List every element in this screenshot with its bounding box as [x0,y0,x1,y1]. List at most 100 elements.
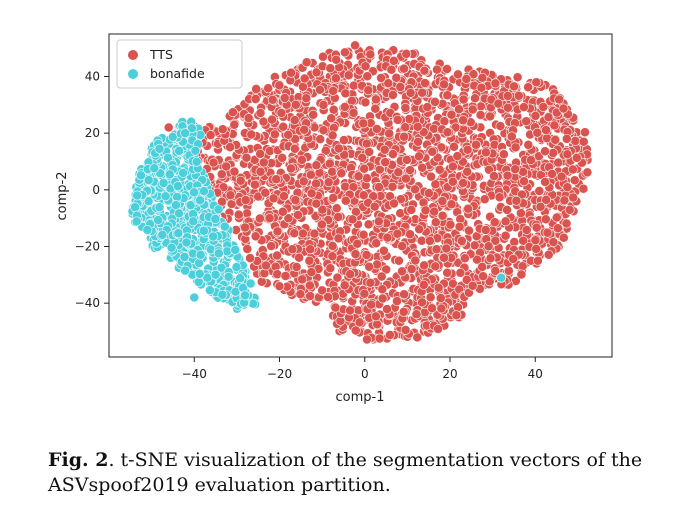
point-tts [290,99,301,110]
point-bonafide [131,216,142,227]
point-tts [470,93,480,104]
point-tts [538,102,549,112]
point-tts [515,208,526,219]
point-tts [332,272,343,283]
point-tts [295,289,306,300]
point-bonafide [198,225,209,236]
point-tts [315,134,326,145]
point-bonafide [173,228,184,239]
point-tts [477,261,488,272]
point-tts [540,214,551,225]
point-tts [317,285,328,296]
point-tts [280,271,291,281]
point-tts [431,244,442,255]
point-tts [556,171,567,182]
point-tts [477,72,488,83]
point-bonafide [180,128,191,139]
point-tts [543,249,554,260]
point-tts [325,63,336,74]
point-bonafide [164,169,175,180]
point-tts [266,241,277,251]
point-tts [370,103,381,114]
point-tts [398,306,409,317]
point-tts [480,147,491,158]
point-tts [339,280,350,291]
point-tts [339,149,350,160]
point-tts [517,261,528,272]
point-tts [427,303,437,314]
point-tts [435,293,446,304]
point-tts [263,83,274,94]
point-tts [503,265,514,276]
point-tts [388,55,399,66]
point-tts [331,54,342,65]
point-tts [339,47,350,58]
point-tts [458,94,469,105]
point-bonafide [172,181,183,192]
point-tts [531,243,542,254]
point-tts [463,203,474,214]
point-tts [564,204,575,215]
point-tts [397,266,407,277]
point-tts [296,154,307,165]
point-tts [461,74,472,84]
point-tts [286,163,296,174]
point-tts [233,209,244,220]
point-tts [229,166,240,177]
point-tts [480,225,491,235]
point-tts-outlier [274,281,285,292]
point-tts [558,103,569,114]
point-tts [258,116,269,127]
point-tts [267,114,278,125]
point-tts [530,235,541,246]
point-tts [561,218,572,229]
point-tts [406,264,417,275]
point-bonafide [194,258,205,268]
point-tts [485,253,496,264]
point-tts [243,113,254,124]
point-tts [264,213,275,224]
point-tts [511,195,522,206]
point-tts [434,164,445,175]
point-tts [306,267,317,278]
point-tts [316,219,327,230]
point-tts [400,325,411,335]
point-tts [502,90,513,101]
point-tts [387,90,398,100]
point-bonafide [194,268,205,279]
point-tts [384,128,395,139]
point-tts [353,171,364,182]
point-tts [235,175,246,186]
point-bonafide [130,202,141,213]
point-tts [323,177,334,188]
point-tts [495,121,506,132]
point-tts [362,334,372,345]
point-tts [348,80,359,91]
point-tts [297,274,308,285]
point-tts [377,284,388,295]
point-tts [258,157,269,168]
point-tts [569,175,580,186]
point-tts [242,244,253,254]
point-tts [317,204,328,215]
point-tts [314,84,325,95]
point-tts [269,129,280,140]
figure-caption: Fig. 2. t-SNE visualization of the segme… [48,448,668,498]
point-bonafide [204,285,215,296]
point-tts [350,249,361,260]
point-tts [327,251,338,262]
point-tts [380,157,391,168]
point-tts [558,232,569,243]
point-bonafide [208,231,219,242]
point-bonafide [195,249,206,260]
point-tts [442,267,453,278]
point-tts [361,173,372,184]
point-tts [401,173,411,184]
point-tts [392,296,402,307]
point-tts [453,69,463,80]
point-tts [260,187,271,198]
point-tts [256,276,267,287]
point-tts [383,78,394,89]
caption-label: Fig. 2 [48,449,109,471]
point-tts [489,171,499,182]
